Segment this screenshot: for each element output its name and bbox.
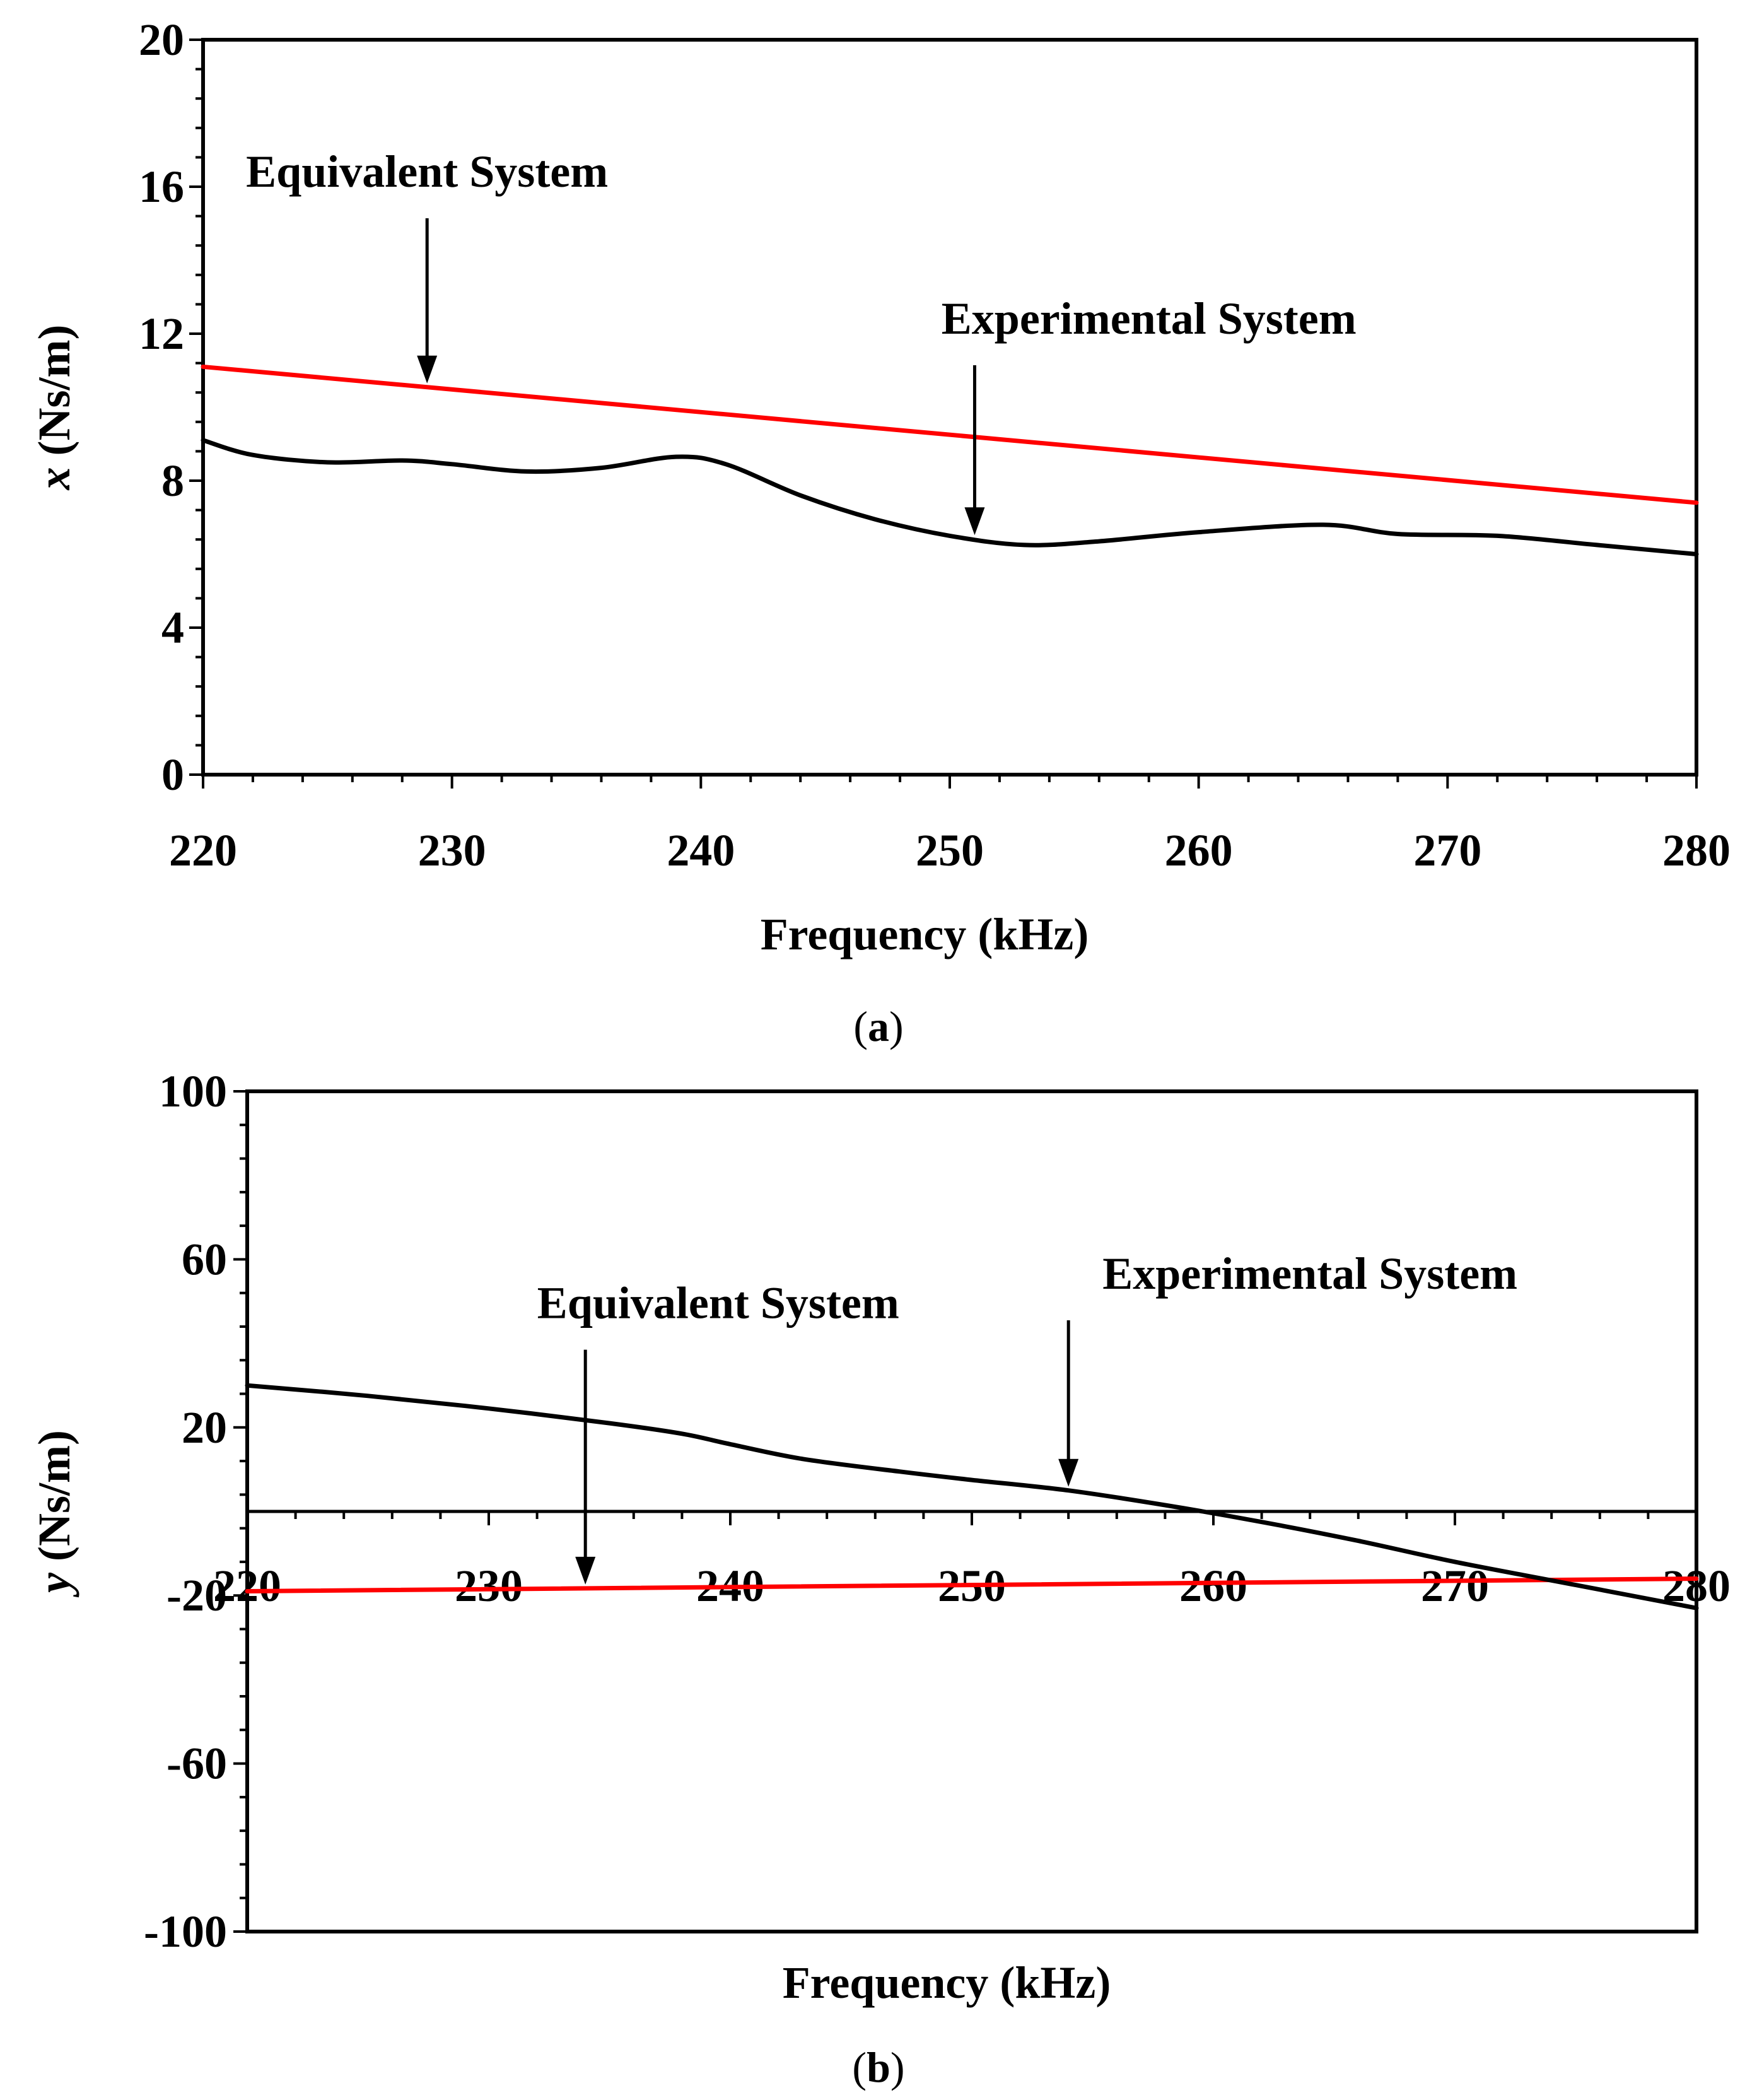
annotation-label: Experimental System xyxy=(942,293,1357,344)
y-tick-label: -100 xyxy=(144,1906,227,1957)
caption-paren-open: ( xyxy=(853,1002,868,1050)
arrow-head xyxy=(964,507,985,536)
x-tick-label: 260 xyxy=(1165,825,1233,876)
caption-paren-close: ) xyxy=(890,2043,905,2091)
x-tick-label: 270 xyxy=(1413,825,1481,876)
y-tick-label: 0 xyxy=(161,749,184,800)
x-tick-label: 280 xyxy=(1662,825,1731,876)
y-tick-label: -60 xyxy=(166,1739,227,1789)
arrow-head xyxy=(575,1556,596,1585)
x-tick-label: 230 xyxy=(418,825,486,876)
x-axis-title: Frequency (kHz) xyxy=(783,1957,1111,2008)
series-line-equivalent-system xyxy=(245,1576,1699,1594)
y-tick-label: 12 xyxy=(139,308,184,359)
x-tick-label: 220 xyxy=(169,825,237,876)
x-tick-label: 270 xyxy=(1421,1561,1489,1611)
y-tick-label: 8 xyxy=(161,455,184,506)
x-tick-label: 230 xyxy=(455,1561,523,1611)
chart-a: 0 4 8 12 16 20 220 230 240 250 260 270 280 Frequency … xyxy=(29,15,1731,1050)
caption-letter: a xyxy=(868,1002,889,1050)
y-axis-unit: (Ns/m) xyxy=(29,1430,79,1573)
y-axis-variable: y xyxy=(29,1572,79,1598)
panel-caption: (b) xyxy=(852,2043,904,2091)
caption-paren-open: ( xyxy=(852,2043,867,2091)
annotation-label: Equivalent System xyxy=(537,1278,899,1329)
y-axis-variable: x xyxy=(29,467,79,490)
arrow-head xyxy=(417,355,438,384)
y-tick-label: -20 xyxy=(166,1570,227,1621)
y-axis-title: x (Ns/m) xyxy=(29,325,79,491)
y-tick-label: 60 xyxy=(182,1234,227,1284)
series-line-experimental-system xyxy=(245,1383,1699,1610)
x-tick-label: 220 xyxy=(213,1561,281,1611)
x-axis-title: Frequency (kHz) xyxy=(761,909,1089,959)
x-tick-label: 240 xyxy=(667,825,735,876)
series-line-equivalent-system xyxy=(201,364,1699,505)
annotation-label: Equivalent System xyxy=(246,146,608,197)
panel-caption: (a) xyxy=(853,1002,903,1050)
y-tick-label: 20 xyxy=(182,1402,227,1453)
y-axis-title: y (Ns/m) xyxy=(29,1430,79,1598)
x-tick-label: 250 xyxy=(916,825,984,876)
y-tick-label: 4 xyxy=(161,602,184,653)
series-line-experimental-system xyxy=(201,438,1699,556)
y-tick-label: 100 xyxy=(159,1066,227,1117)
caption-paren-close: ) xyxy=(889,1002,904,1050)
y-tick-label: 16 xyxy=(139,161,184,212)
caption-letter: b xyxy=(867,2043,890,2091)
arrow-head xyxy=(1058,1458,1079,1487)
y-tick-label: 20 xyxy=(139,15,184,65)
annotation-label: Experimental System xyxy=(1102,1248,1517,1299)
x-tick-label: 260 xyxy=(1179,1561,1247,1611)
y-axis-unit: (Ns/m) xyxy=(29,325,79,467)
